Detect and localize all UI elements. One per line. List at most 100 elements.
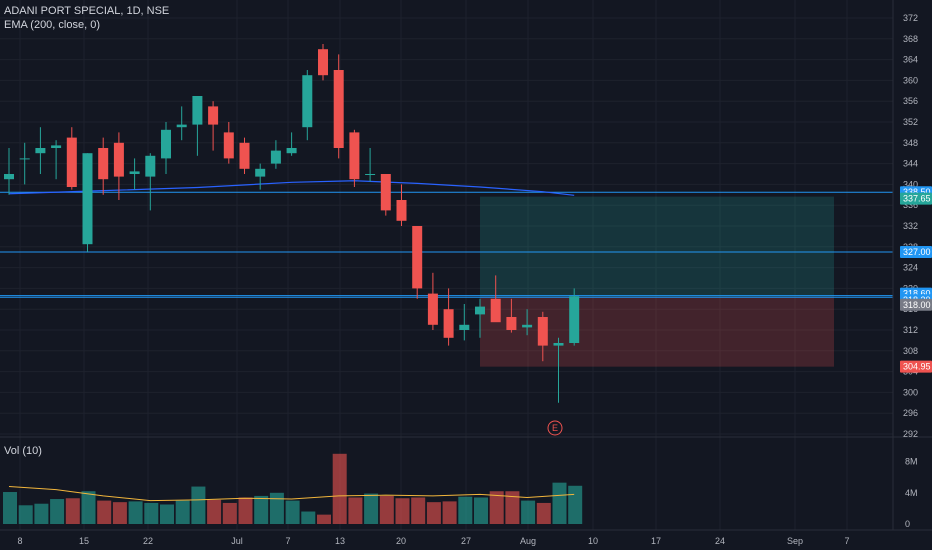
target-zone [480, 196, 834, 298]
price-tags: 338.50337.65327.00318.60318.30318.00304.… [900, 186, 932, 373]
candle-body [490, 298, 501, 323]
candle-body [475, 306, 485, 315]
candle [255, 163, 266, 190]
candle-body [380, 174, 391, 211]
symbol-legend[interactable]: ADANI PORT SPECIAL, 1D, NSE [4, 5, 170, 17]
candle [459, 304, 470, 341]
time-tick-label: 17 [651, 536, 661, 546]
price-tag: 304.95 [900, 360, 932, 373]
stop-zone [480, 297, 834, 367]
price-tick-label: 356 [903, 96, 918, 106]
candle-body [129, 171, 140, 174]
candle [239, 137, 250, 174]
candle [333, 54, 344, 159]
volume-bar [238, 497, 253, 524]
candle [223, 122, 234, 164]
price-tick-label: 368 [903, 34, 918, 44]
volume-legend[interactable]: Vol (10) [4, 445, 42, 457]
candle-body [192, 96, 203, 125]
candle-body [443, 309, 454, 338]
candle-body [4, 174, 14, 180]
candle-body [427, 293, 438, 325]
candle [19, 142, 30, 185]
candle [349, 129, 360, 187]
candle-body [318, 49, 328, 76]
candle [192, 96, 203, 156]
volume-bar [207, 499, 222, 524]
candle-body [412, 226, 423, 289]
candle [82, 153, 93, 252]
candle-body [553, 343, 564, 346]
candle-body [239, 142, 250, 169]
price-tag-text: 337.65 [903, 194, 931, 204]
volume-tick-label: 4M [905, 488, 918, 498]
time-tick-label: 10 [588, 536, 598, 546]
candle [270, 140, 281, 169]
volume-tick-label: 0 [905, 519, 910, 529]
price-tick-label: 324 [903, 263, 918, 273]
candle-body [396, 200, 407, 221]
candle-body [537, 317, 548, 346]
candle-body [161, 129, 171, 159]
volume-bar [332, 453, 347, 524]
ema-legend[interactable]: EMA (200, close, 0) [4, 19, 100, 31]
candle-body [302, 75, 313, 128]
volume-bar [411, 497, 426, 524]
time-tick-label: 15 [79, 536, 89, 546]
candle [35, 127, 46, 174]
volume-bar [112, 502, 127, 524]
volume-ma-line [8, 486, 575, 502]
price-tick-label: 332 [903, 221, 918, 231]
ema-line [8, 180, 575, 196]
time-tick-label: Jul [231, 536, 243, 546]
price-tick-label: 352 [903, 117, 918, 127]
price-tick-label: 340 [903, 179, 918, 189]
volume-bar [254, 495, 269, 524]
volume-bar [65, 498, 80, 524]
candle [129, 158, 140, 190]
volume-bar [18, 505, 33, 524]
candle [553, 337, 564, 403]
earnings-icon [547, 420, 563, 436]
volume-bar [536, 502, 551, 524]
price-tag-bg [900, 192, 932, 205]
price-tag: 327.00 [900, 246, 932, 258]
earnings-marker[interactable]: E [547, 420, 563, 436]
candle-body [208, 106, 219, 125]
price-tick-label: 364 [903, 55, 918, 65]
price-tag-text: 318.00 [903, 300, 931, 310]
candle-body [569, 296, 580, 343]
volume-bar [505, 491, 520, 524]
candle [412, 226, 423, 299]
candle-body [82, 153, 93, 245]
volume-bar [191, 486, 206, 524]
volume-bar [97, 500, 112, 524]
volume-bar [395, 498, 410, 524]
volume-bar [50, 499, 65, 524]
candle [98, 137, 109, 195]
volume-bar [269, 492, 284, 524]
price-tag-bg [900, 298, 932, 311]
candle-body [19, 158, 30, 160]
volume-bar [3, 492, 17, 524]
volume-bar [442, 501, 457, 524]
price-tick-label: 296 [903, 408, 918, 418]
price-tick-label: 348 [903, 138, 918, 148]
volume-bar [144, 502, 159, 524]
volume-bar [285, 500, 300, 524]
candle-body [506, 317, 517, 330]
candle-body [66, 137, 77, 187]
time-tick-label: 7 [844, 536, 849, 546]
volume-bar [317, 514, 331, 524]
candle-body [51, 145, 62, 148]
price-tick-label: 360 [903, 75, 918, 85]
time-tick-label: 20 [396, 536, 406, 546]
candle-body [365, 174, 376, 175]
grid-lines [0, 0, 893, 530]
price-tag-bg [900, 246, 932, 258]
volume-bar [568, 485, 583, 524]
price-tag-text: 327.00 [903, 247, 931, 257]
price-tag: 337.65 [900, 192, 932, 205]
